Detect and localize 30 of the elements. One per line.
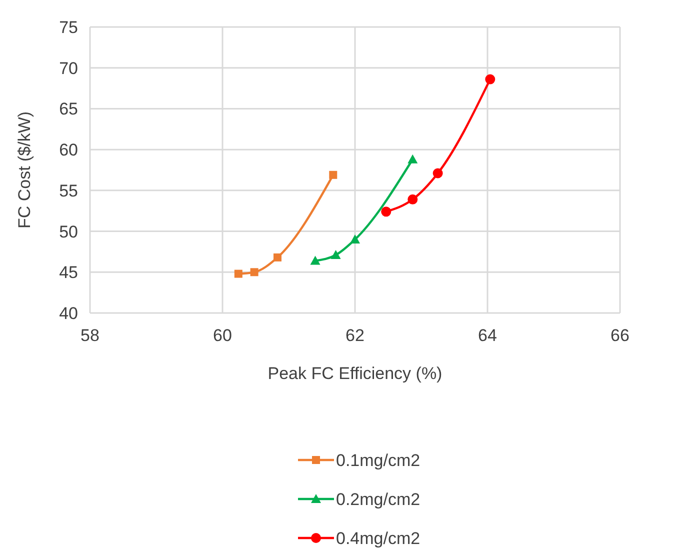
y-tick-label: 60 — [59, 140, 78, 160]
legend-label: 0.1mg/cm2 — [336, 451, 420, 470]
point — [250, 268, 258, 276]
point — [330, 250, 341, 259]
y-tick-label: 55 — [59, 181, 78, 200]
point — [432, 168, 443, 178]
point — [234, 270, 242, 278]
y-tick-label: 45 — [59, 263, 78, 282]
y-tick-label: 50 — [59, 222, 78, 242]
y-tick-label: 75 — [59, 18, 78, 37]
legend-label: 0.4mg/cm2 — [336, 529, 420, 548]
y-tick-label: 40 — [59, 304, 78, 323]
x-tick-label: 64 — [478, 326, 497, 345]
y-tick-label: 65 — [59, 100, 78, 119]
point — [408, 154, 418, 164]
x-axis-title: Peak FC Efficiency (%) — [268, 364, 442, 383]
x-tick-label: 66 — [610, 326, 630, 345]
x-tick-label: 62 — [346, 326, 364, 345]
y-tick-label: 70 — [59, 58, 78, 78]
point — [310, 256, 320, 265]
point — [485, 74, 496, 84]
legend-label: 0.2mg/cm2 — [336, 490, 420, 509]
x-tick-label: 58 — [80, 326, 100, 345]
point — [381, 206, 392, 217]
x-tick-label: 60 — [213, 326, 232, 345]
point — [350, 234, 360, 244]
y-axis-title: FC Cost ($/kW) — [15, 111, 34, 229]
point — [408, 194, 418, 204]
point — [329, 170, 338, 179]
point — [273, 253, 282, 262]
